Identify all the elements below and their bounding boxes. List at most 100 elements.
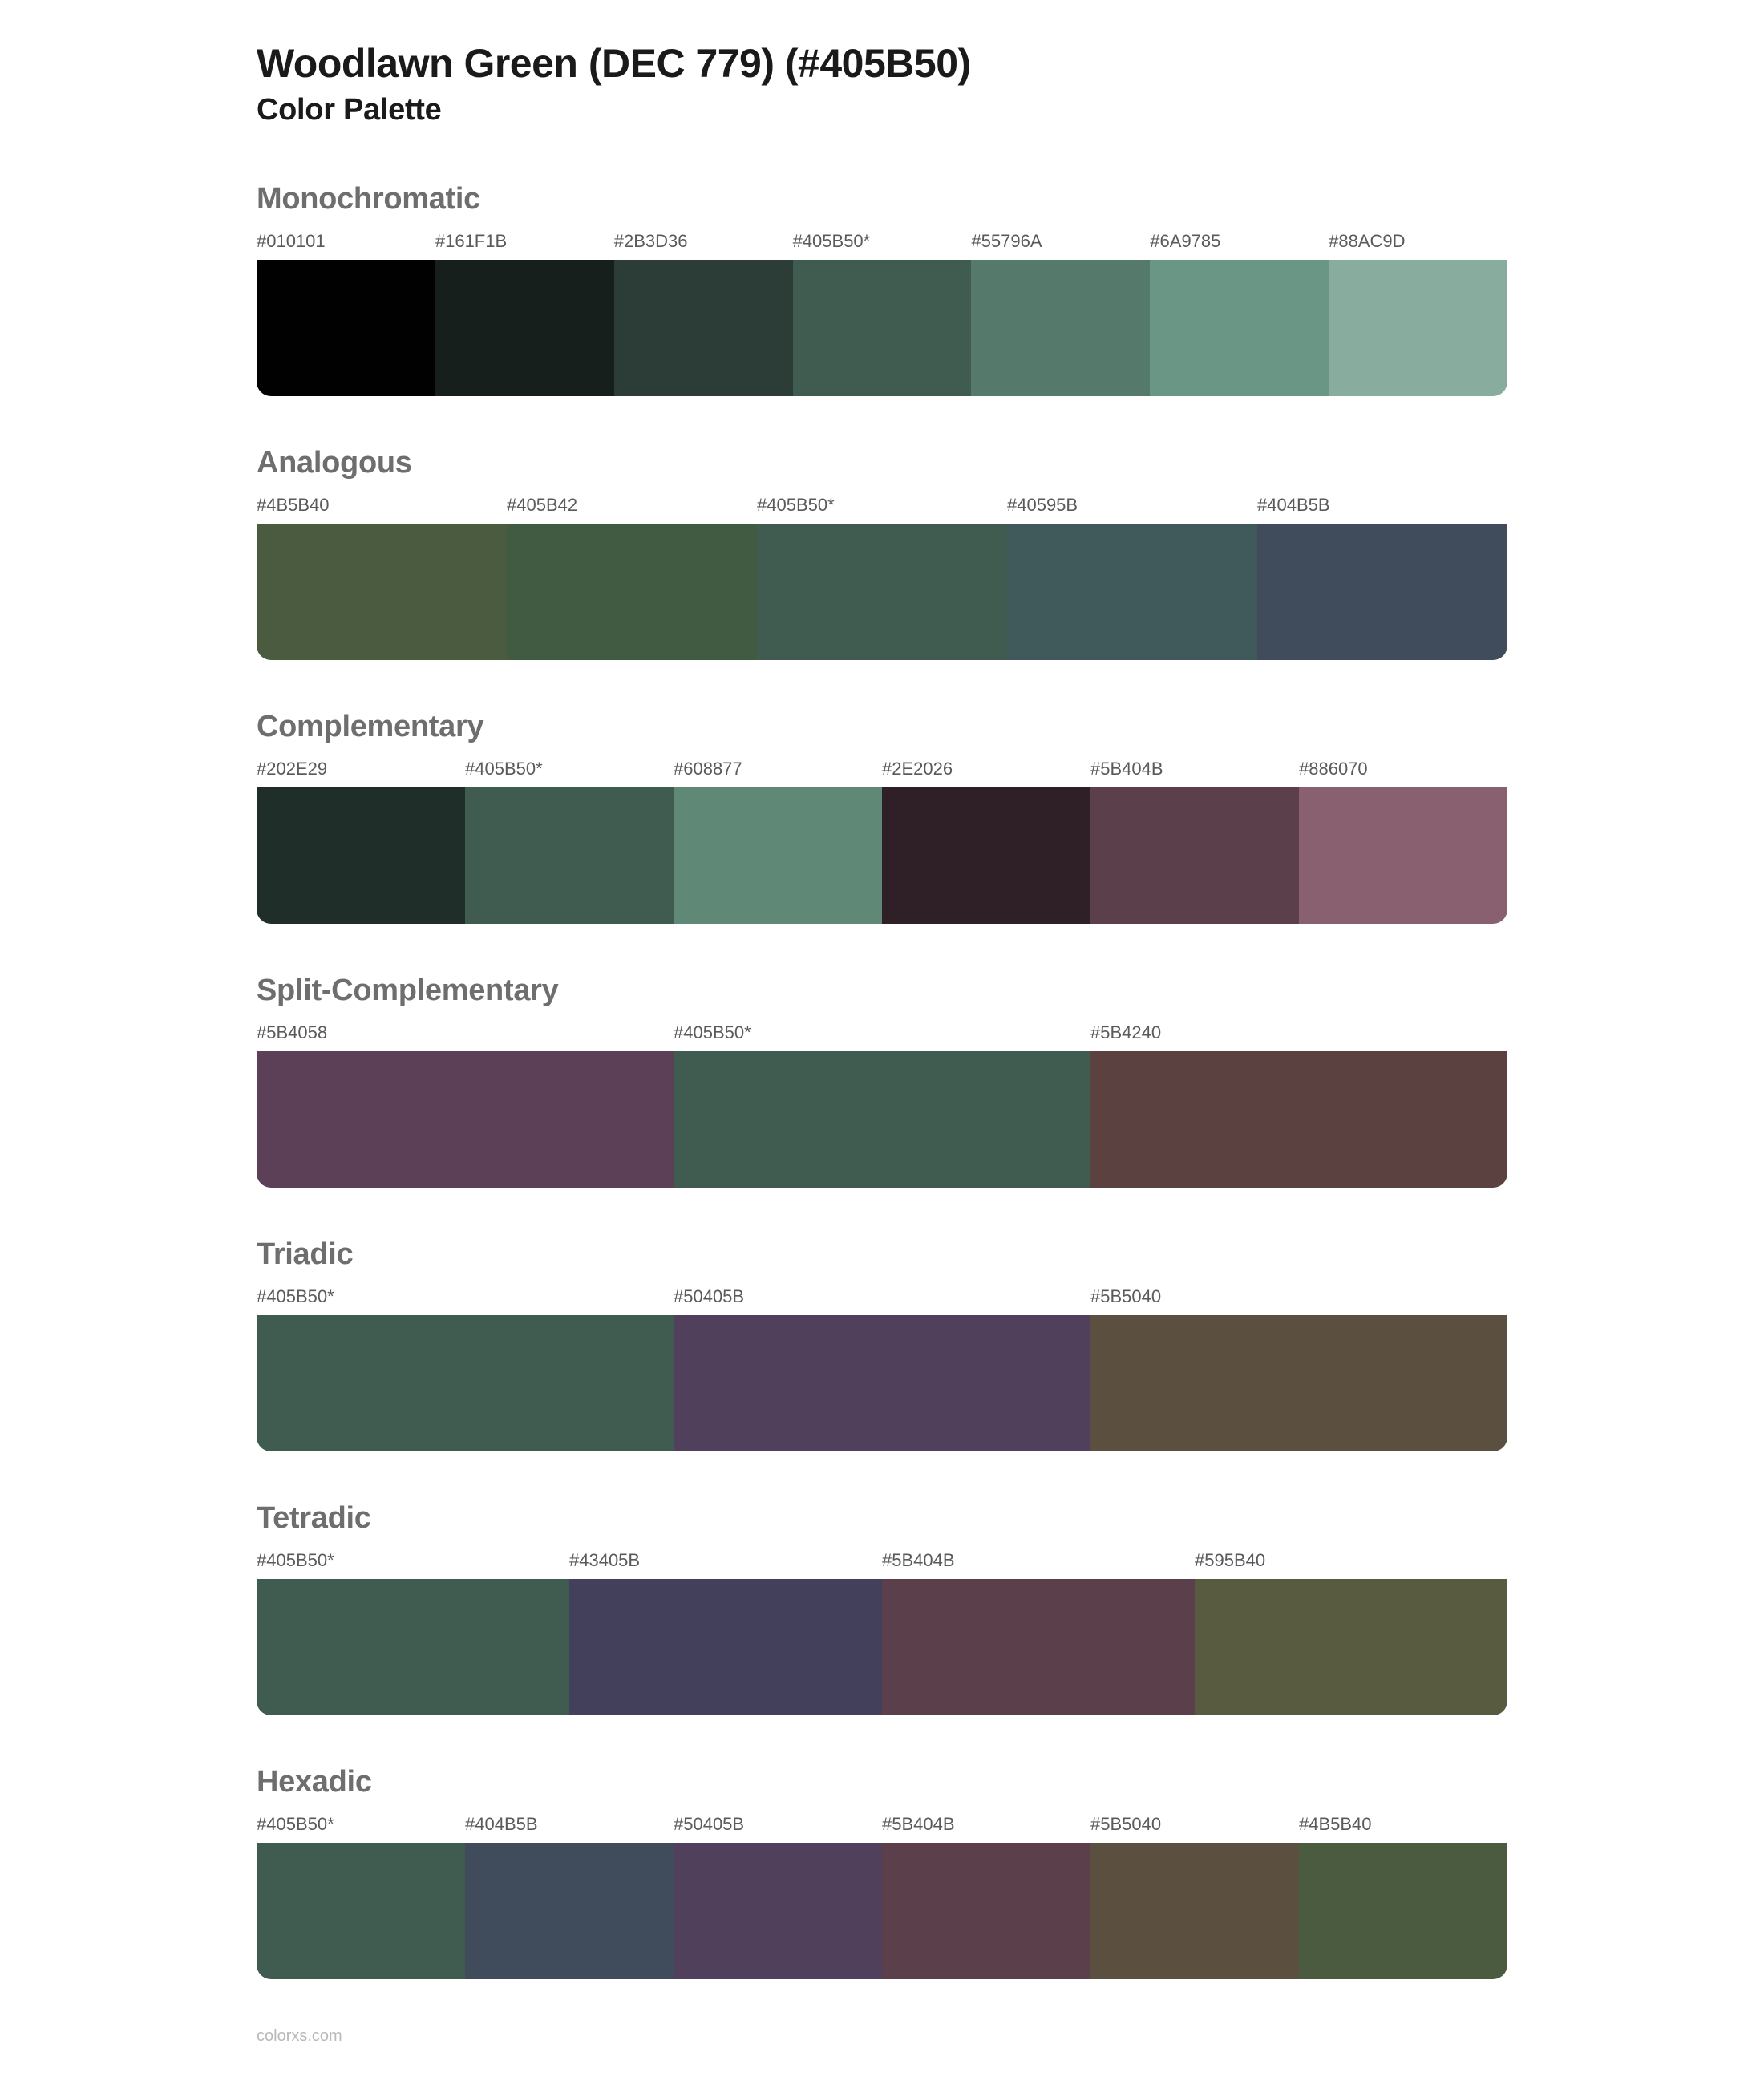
color-swatch bbox=[569, 1579, 882, 1715]
swatch-col: #5B404B bbox=[1090, 754, 1299, 924]
swatch-col: #161F1B bbox=[435, 226, 614, 396]
swatch-col: #2E2026 bbox=[882, 754, 1090, 924]
palette-section: Split-Complementary #5B4058#405B50*#5B424… bbox=[257, 974, 1507, 1188]
swatch-col: #010101 bbox=[257, 226, 435, 396]
swatch-label: #886070 bbox=[1299, 754, 1507, 787]
color-swatch bbox=[674, 1843, 882, 1979]
swatch-label: #405B50* bbox=[793, 226, 972, 260]
color-swatch bbox=[971, 260, 1150, 396]
swatch-label: #202E29 bbox=[257, 754, 465, 787]
swatch-label: #50405B bbox=[674, 1281, 1090, 1315]
section-title: Monochromatic bbox=[257, 182, 1507, 217]
color-swatch bbox=[1090, 1315, 1507, 1451]
swatch-col: #405B50* bbox=[257, 1809, 465, 1979]
color-swatch bbox=[257, 524, 507, 660]
swatch-label: #5B404B bbox=[882, 1545, 1195, 1579]
swatch-col: #405B50* bbox=[793, 226, 972, 396]
swatch-col: #405B50* bbox=[465, 754, 674, 924]
color-swatch bbox=[465, 1843, 674, 1979]
swatch-row: #4B5B40#405B42#405B50*#40595B#404B5B bbox=[257, 490, 1507, 660]
swatch-col: #50405B bbox=[674, 1809, 882, 1979]
palette-section: Hexadic #405B50*#404B5B#50405B#5B404B#5B5… bbox=[257, 1765, 1507, 1979]
swatch-label: #405B50* bbox=[674, 1018, 1090, 1051]
swatch-row: #010101#161F1B#2B3D36#405B50*#55796A#6A9… bbox=[257, 226, 1507, 396]
swatch-label: #2E2026 bbox=[882, 754, 1090, 787]
swatch-label: #608877 bbox=[674, 754, 882, 787]
swatch-label: #50405B bbox=[674, 1809, 882, 1843]
swatch-col: #5B404B bbox=[882, 1809, 1090, 1979]
palette-section: Tetradic#405B50*#43405B#5B404B#595B40 bbox=[257, 1501, 1507, 1715]
color-swatch bbox=[757, 524, 1007, 660]
swatch-label: #405B50* bbox=[257, 1545, 569, 1579]
swatch-col: #55796A bbox=[971, 226, 1150, 396]
swatch-row: #405B50*#43405B#5B404B#595B40 bbox=[257, 1545, 1507, 1715]
swatch-col: #595B40 bbox=[1195, 1545, 1507, 1715]
page-title: Woodlawn Green (DEC 779) (#405B50) bbox=[257, 40, 1507, 87]
swatch-col: #88AC9D bbox=[1329, 226, 1507, 396]
swatch-col: #50405B bbox=[674, 1281, 1090, 1451]
swatch-col: #6A9785 bbox=[1150, 226, 1329, 396]
swatch-label: #010101 bbox=[257, 226, 435, 260]
page-subtitle: Color Palette bbox=[257, 93, 1507, 128]
swatch-col: #404B5B bbox=[1257, 490, 1507, 660]
swatch-label: #405B50* bbox=[757, 490, 1007, 524]
swatch-label: #5B5040 bbox=[1090, 1281, 1507, 1315]
swatch-label: #161F1B bbox=[435, 226, 614, 260]
swatch-col: #5B5040 bbox=[1090, 1281, 1507, 1451]
swatch-label: #5B404B bbox=[1090, 754, 1299, 787]
swatch-label: #88AC9D bbox=[1329, 226, 1507, 260]
swatch-row: #202E29#405B50*#608877#2E2026#5B404B#886… bbox=[257, 754, 1507, 924]
swatch-label: #4B5B40 bbox=[257, 490, 507, 524]
swatch-col: #405B50* bbox=[257, 1281, 674, 1451]
color-swatch bbox=[1195, 1579, 1507, 1715]
color-swatch bbox=[1299, 787, 1507, 924]
color-swatch bbox=[1257, 524, 1507, 660]
swatch-col: #5B4058 bbox=[257, 1018, 674, 1188]
swatch-col: #5B404B bbox=[882, 1545, 1195, 1715]
color-swatch bbox=[257, 787, 465, 924]
swatch-label: #404B5B bbox=[465, 1809, 674, 1843]
section-title: Complementary bbox=[257, 710, 1507, 744]
swatch-label: #405B50* bbox=[465, 754, 674, 787]
swatch-col: #4B5B40 bbox=[1299, 1809, 1507, 1979]
swatch-col: #5B4240 bbox=[1090, 1018, 1507, 1188]
color-swatch bbox=[674, 1315, 1090, 1451]
palette-sections: Monochromatic#010101#161F1B#2B3D36#405B5… bbox=[257, 182, 1507, 1979]
swatch-col: #43405B bbox=[569, 1545, 882, 1715]
swatch-label: #405B50* bbox=[257, 1809, 465, 1843]
swatch-label: #404B5B bbox=[1257, 490, 1507, 524]
palette-section: Monochromatic #010101#161F1B#2B3D36#405B5… bbox=[257, 182, 1507, 396]
swatch-label: #5B404B bbox=[882, 1809, 1090, 1843]
section-title: Hexadic bbox=[257, 1765, 1507, 1800]
color-swatch bbox=[1090, 1051, 1507, 1188]
swatch-row: #5B4058#405B50*#5B4240 bbox=[257, 1018, 1507, 1188]
footer-credit: colorxs.com bbox=[257, 2027, 1507, 2046]
swatch-row: #405B50*#50405B#5B5040 bbox=[257, 1281, 1507, 1451]
swatch-label: #6A9785 bbox=[1150, 226, 1329, 260]
section-title: Split-Complementary bbox=[257, 974, 1507, 1008]
color-swatch bbox=[465, 787, 674, 924]
palette-section: Triadic#405B50*#50405B#5B5040 bbox=[257, 1237, 1507, 1451]
color-swatch bbox=[435, 260, 614, 396]
swatch-col: #886070 bbox=[1299, 754, 1507, 924]
color-swatch bbox=[674, 1051, 1090, 1188]
swatch-col: #5B5040 bbox=[1090, 1809, 1299, 1979]
swatch-col: #202E29 bbox=[257, 754, 465, 924]
swatch-row: #405B50*#404B5B#50405B#5B404B#5B5040#4B5… bbox=[257, 1809, 1507, 1979]
color-swatch bbox=[882, 1579, 1195, 1715]
section-title: Analogous bbox=[257, 446, 1507, 480]
swatch-col: #405B50* bbox=[674, 1018, 1090, 1188]
color-swatch bbox=[1150, 260, 1329, 396]
color-swatch bbox=[793, 260, 972, 396]
swatch-label: #2B3D36 bbox=[614, 226, 793, 260]
color-swatch bbox=[507, 524, 757, 660]
swatch-label: #405B42 bbox=[507, 490, 757, 524]
swatch-label: #5B4240 bbox=[1090, 1018, 1507, 1051]
color-swatch bbox=[882, 787, 1090, 924]
swatch-col: #405B42 bbox=[507, 490, 757, 660]
color-swatch bbox=[257, 1843, 465, 1979]
palette-section: Complementary #202E29#405B50*#608877#2E20… bbox=[257, 710, 1507, 924]
color-swatch bbox=[614, 260, 793, 396]
color-swatch bbox=[1090, 1843, 1299, 1979]
swatch-col: #2B3D36 bbox=[614, 226, 793, 396]
